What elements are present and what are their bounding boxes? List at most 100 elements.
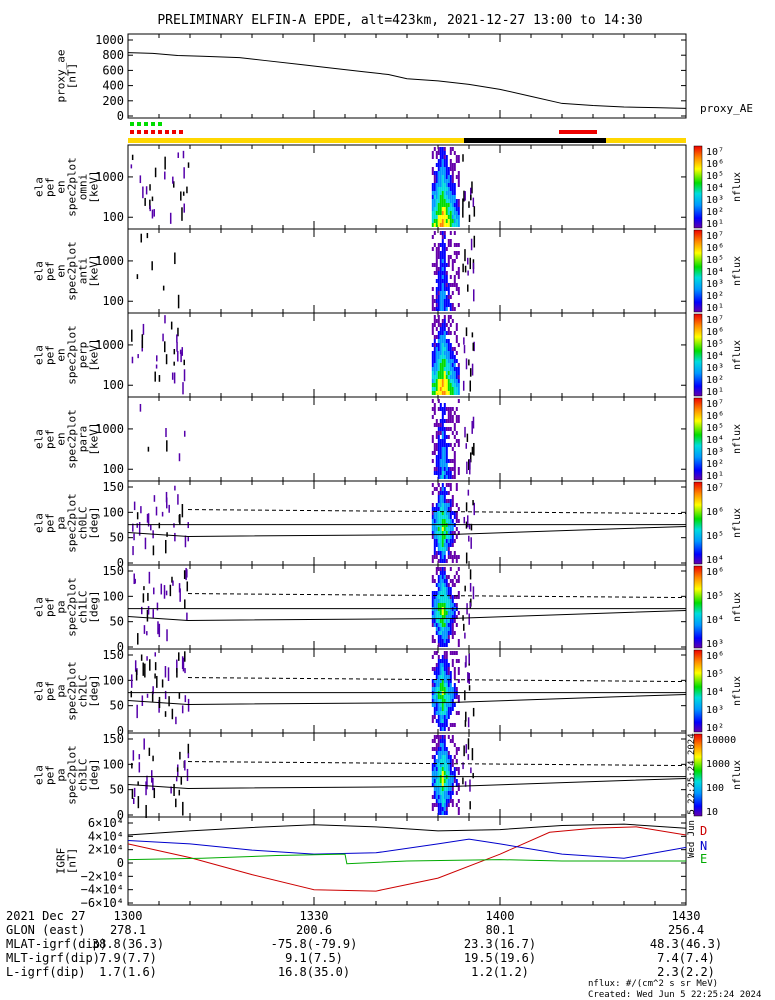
data-pixel [443, 627, 446, 631]
data-pixel [457, 771, 460, 775]
data-pixel [441, 451, 444, 455]
data-pixel [181, 504, 184, 518]
data-pixel [433, 215, 436, 219]
data-pixel [184, 695, 187, 703]
data-pixel [445, 355, 448, 359]
data-pixel [435, 651, 438, 655]
data-pixel [433, 403, 436, 407]
data-pixel [453, 371, 456, 375]
data-pixel [435, 791, 438, 795]
data-pixel [451, 407, 454, 411]
x-tick-label: 1400 [486, 909, 515, 923]
data-pixel [464, 690, 466, 701]
panel-frame [127, 144, 687, 230]
data-pixel [445, 643, 448, 647]
data-pixel [449, 739, 452, 743]
data-pixel [453, 539, 456, 543]
data-pixel [142, 593, 145, 603]
data-pixel [453, 455, 456, 459]
data-pixel [437, 199, 440, 203]
data-pixel [441, 459, 444, 463]
y-tick-label: 100 [102, 378, 124, 392]
data-pixel [441, 419, 444, 423]
data-pixel [433, 379, 436, 383]
data-pixel [453, 687, 456, 691]
data-pixel [441, 411, 444, 415]
data-pixel [449, 795, 452, 799]
data-pixel [451, 559, 454, 563]
data-pixel [449, 187, 452, 191]
data-pixel [455, 511, 458, 515]
data-pixel [449, 239, 452, 243]
data-pixel [435, 223, 438, 227]
data-pixel [435, 343, 438, 347]
data-pixel [449, 371, 452, 375]
data-pixel [178, 692, 181, 699]
data-pixel [437, 215, 440, 219]
data-pixel [431, 767, 434, 771]
data-pixel [465, 443, 468, 449]
data-pixel [445, 667, 448, 671]
data-pixel [445, 351, 448, 355]
y-axis-label-line: pef [44, 177, 57, 197]
data-pixel [451, 595, 454, 599]
data-pixel [451, 387, 454, 391]
data-pixel [443, 203, 446, 207]
data-pixel [447, 735, 450, 739]
data-pixel [437, 795, 440, 799]
data-pixel [449, 791, 452, 795]
ephemeris-value: 256.4 [668, 923, 704, 937]
data-pixel [435, 711, 438, 715]
data-pixel [443, 391, 446, 395]
data-pixel [182, 150, 185, 159]
data-pixel [441, 239, 444, 243]
data-pixel [431, 795, 434, 799]
data-pixel [451, 735, 454, 739]
ephemeris-row-label: MLT-igrf(dip) [6, 951, 100, 965]
data-pixel [449, 579, 452, 583]
colorbar [693, 397, 703, 481]
data-pixel [443, 327, 446, 331]
data-pixel [435, 371, 438, 375]
data-pixel [441, 771, 444, 775]
data-pixel [156, 355, 158, 362]
data-pixel [144, 537, 147, 550]
data-pixel [447, 443, 450, 447]
data-pixel [443, 447, 446, 451]
data-pixel [451, 723, 454, 727]
data-pixel [433, 615, 436, 619]
data-pixel [451, 687, 454, 691]
data-pixel [149, 199, 151, 210]
data-pixel [431, 379, 434, 383]
data-pixel [433, 363, 436, 367]
data-pixel [453, 575, 456, 579]
data-pixel [154, 662, 157, 671]
data-pixel [455, 203, 458, 207]
data-pixel [433, 515, 436, 519]
data-pixel [453, 423, 456, 427]
data-pixel [435, 379, 438, 383]
data-pixel [439, 571, 442, 575]
y-axis-label-line: spec2plot [66, 493, 79, 553]
data-pixel [433, 755, 436, 759]
data-pixel [151, 691, 154, 702]
data-pixel [457, 199, 460, 203]
data-pixel [164, 690, 167, 700]
y-tick-label: 6×10⁴ [88, 816, 124, 830]
data-pixel [457, 667, 460, 671]
data-pixel [443, 455, 446, 459]
data-pixel [443, 475, 446, 479]
data-pixel [435, 503, 438, 507]
data-pixel [441, 211, 444, 215]
data-pixel [445, 183, 448, 187]
data-pixel [468, 672, 470, 685]
colorbar-tick-label: 10⁶ [706, 507, 724, 518]
data-pixel [433, 383, 436, 387]
data-pixel [447, 623, 450, 627]
data-pixel [471, 363, 474, 376]
data-pixel [449, 375, 452, 379]
data-pixel [445, 483, 448, 487]
data-pixel [441, 655, 444, 659]
data-pixel [441, 183, 444, 187]
data-pixel [457, 223, 460, 227]
